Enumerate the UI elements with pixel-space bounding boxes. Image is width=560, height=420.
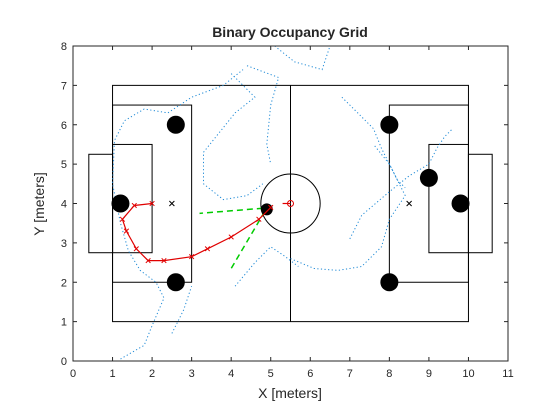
y-tick-label-2: 2	[61, 277, 67, 289]
sensor-ray-1	[230, 210, 266, 269]
trail-8	[171, 286, 193, 334]
y-tick-label-8: 8	[61, 41, 67, 53]
penalty-mark-0	[169, 200, 175, 207]
x-tick-label-5: 5	[268, 368, 274, 380]
x-tick-label-2: 2	[149, 368, 155, 380]
y-tick-label-0: 0	[61, 356, 67, 368]
x-tick-label-11: 11	[502, 368, 513, 380]
x-tick-label-9: 9	[426, 368, 432, 380]
robot-path-point-3	[204, 246, 211, 252]
trail-7	[341, 96, 406, 189]
robot-path-point-0	[268, 204, 274, 211]
x-tick-label-6: 6	[307, 368, 313, 380]
trail-3	[274, 45, 331, 71]
y-tick-label-3: 3	[61, 238, 67, 250]
x-tick-label-7: 7	[347, 368, 353, 380]
x-tick-label-3: 3	[189, 368, 195, 380]
obstacle-7	[380, 273, 399, 292]
y-tick-label-6: 6	[61, 120, 67, 132]
obstacle-1	[111, 194, 130, 213]
x-tick-label-4: 4	[228, 368, 234, 380]
x-tick-label-0: 0	[70, 368, 76, 380]
obstacle-0	[166, 115, 185, 134]
obstacle-4	[380, 115, 399, 134]
sensor-ray-0	[199, 207, 263, 215]
x-axis-label: X [meters]	[258, 385, 322, 401]
robot-path-point-4	[188, 254, 195, 260]
robot-path-point-2	[228, 234, 234, 240]
robot-path-point-1	[256, 216, 262, 222]
x-tick-label-8: 8	[386, 368, 392, 380]
robot-path-point-6	[145, 257, 151, 264]
plot-area	[88, 45, 493, 360]
obstacle-3	[260, 203, 273, 216]
robot-marker	[287, 200, 294, 207]
chart-title: Binary Occupancy Grid	[212, 24, 368, 40]
y-tick-label-5: 5	[61, 159, 67, 171]
robot-path-point-10	[131, 202, 137, 209]
y-tick-label-7: 7	[61, 80, 67, 92]
trail-4	[290, 144, 406, 271]
y-axis-label: Y [meters]	[31, 172, 47, 236]
trail-6	[349, 128, 453, 240]
robot-path-point-7	[133, 246, 139, 252]
obstacle-2	[166, 273, 185, 292]
trail-2	[246, 65, 280, 165]
robot-path-point-5	[161, 257, 167, 264]
robot-path-point-11	[149, 200, 155, 207]
robot-path-point-9	[119, 216, 126, 222]
axes: 0 1 2 3 4 5 6 7 8 9 10 11 0 1 2 3 4 5 6 7 8	[61, 41, 514, 380]
obstacle-5	[419, 168, 438, 187]
x-tick-label-10: 10	[462, 368, 474, 380]
y-tick-label-4: 4	[61, 199, 67, 211]
center-circle	[260, 173, 321, 234]
penalty-mark-1	[406, 200, 412, 207]
y-tick-label-1: 1	[61, 317, 67, 329]
robot-path-point-8	[123, 228, 130, 234]
x-tick-label-1: 1	[109, 368, 115, 380]
obstacle-6	[451, 194, 470, 213]
